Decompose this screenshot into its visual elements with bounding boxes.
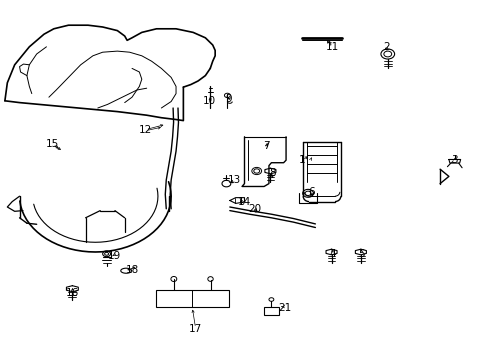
Text: 15: 15 <box>46 139 60 149</box>
Text: 3: 3 <box>450 155 457 165</box>
Text: 19: 19 <box>108 251 122 261</box>
Text: 11: 11 <box>325 42 339 52</box>
Text: 9: 9 <box>225 94 232 104</box>
Text: 12: 12 <box>139 125 152 135</box>
Bar <box>155 290 228 307</box>
Text: 16: 16 <box>65 288 79 298</box>
Text: 10: 10 <box>203 96 215 106</box>
Text: 5: 5 <box>358 249 365 259</box>
Text: 13: 13 <box>227 175 241 185</box>
Text: 7: 7 <box>263 141 269 151</box>
Text: 2: 2 <box>382 42 389 52</box>
Text: 21: 21 <box>277 303 291 313</box>
Text: 14: 14 <box>237 197 251 207</box>
Text: 8: 8 <box>268 168 275 178</box>
Text: 1: 1 <box>298 155 305 165</box>
Text: 17: 17 <box>188 324 202 334</box>
Text: 20: 20 <box>248 204 261 214</box>
Text: 4: 4 <box>328 249 335 259</box>
Bar <box>264 307 278 315</box>
Text: 18: 18 <box>125 265 139 275</box>
Text: 6: 6 <box>308 186 315 197</box>
